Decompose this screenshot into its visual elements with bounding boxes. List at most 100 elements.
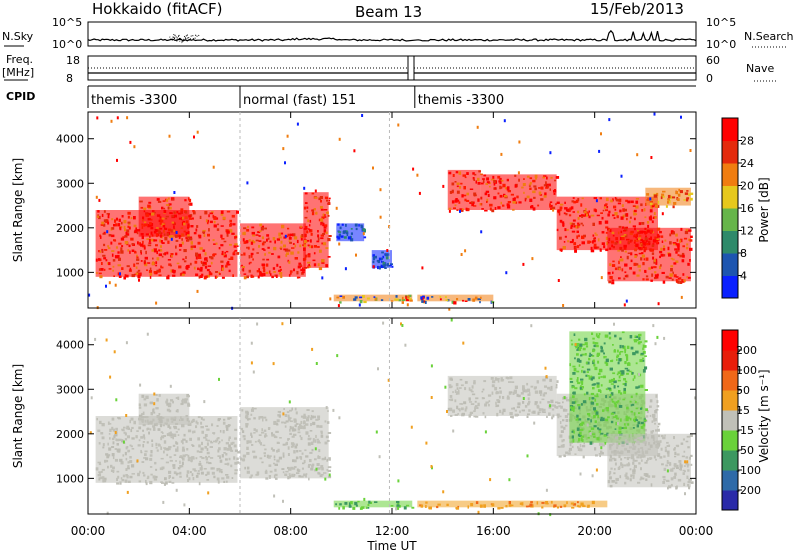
colorbar-tick-label: 12 [740,225,754,238]
data-cell [311,448,314,452]
data-cell [125,414,128,417]
data-cell [162,200,166,202]
data-cell [168,470,172,474]
data-cell [437,503,441,506]
data-cell [124,235,128,238]
data-cell [188,197,190,201]
data-cell [101,213,104,217]
data-cell [525,505,529,508]
data-cell [615,477,619,481]
colorbar-tick-label: 100 [736,364,757,377]
data-cell [638,252,642,255]
data-cell [677,246,680,250]
data-cell [164,237,168,241]
data-cell [147,244,152,247]
data-cell [550,207,553,210]
data-cell [122,440,125,444]
data-cell [645,278,649,281]
data-cell [220,225,224,227]
data-cell [614,209,617,211]
data-cell [126,116,129,120]
data-cell [661,195,665,198]
data-cell [266,234,270,237]
data-cell [551,408,555,411]
data-cell [153,249,157,253]
data-cell [338,233,341,237]
data-cell [215,439,218,443]
data-cell [313,245,317,248]
data-cell [302,421,306,425]
data-cell [243,241,247,244]
data-cell [629,468,632,471]
data-cell [162,224,166,228]
data-cell [190,217,194,220]
data-cell [210,440,213,443]
data-cell [284,421,287,424]
data-cell [163,440,167,444]
data-cell [632,442,635,447]
data-cell [280,274,283,279]
data-cell [568,450,571,452]
data-cell [619,351,621,356]
data-cell [326,211,329,215]
data-cell [454,414,458,416]
data-cell [250,275,255,278]
data-cell [138,426,142,430]
data-cell [599,197,602,200]
data-cell [401,296,404,300]
data-cell [147,204,151,208]
data-cell [293,236,298,240]
data-cell [586,423,589,427]
data-cell [300,237,303,241]
data-cell [360,224,363,227]
data-cell [248,269,251,273]
data-cell [681,259,685,263]
data-cell [576,199,579,203]
data-cell [587,436,590,439]
data-cell [613,217,616,219]
data-cell [155,301,158,305]
data-cell [598,376,601,380]
data-cell [220,234,223,238]
data-cell [192,419,195,422]
data-cell [560,248,563,252]
colorbar-tick-label: 4 [740,270,747,283]
data-cell [537,412,540,415]
data-cell [593,363,596,367]
data-cell [291,473,294,477]
data-cell [142,441,146,443]
data-cell [633,445,637,449]
data-cell [572,406,575,409]
data-cell [203,261,207,265]
data-cell [618,225,622,228]
data-cell [506,205,511,209]
data-cell [324,477,327,481]
data-cell [222,421,226,425]
data-cell [625,226,628,229]
data-cell [127,450,130,453]
data-cell [487,193,490,197]
data-cell [143,398,147,401]
data-cell [305,455,309,458]
data-cell [665,275,669,279]
data-cell [653,194,658,198]
data-cell [641,421,644,425]
data-cell [103,219,107,223]
data-cell [646,221,650,224]
data-cell [639,436,643,440]
data-cell [200,421,203,425]
data-cell [397,479,400,483]
data-cell [484,209,488,212]
data-cell [220,260,224,263]
data-cell [322,233,326,235]
data-cell [622,383,625,385]
data-cell [182,441,184,445]
data-cell [326,439,330,442]
data-cell [338,231,342,233]
data-cell [181,238,183,241]
data-cell [268,251,271,254]
data-cell [485,190,490,193]
data-cell [528,400,531,403]
y-tick-label: 1000 [56,472,84,485]
data-cell [342,296,345,299]
